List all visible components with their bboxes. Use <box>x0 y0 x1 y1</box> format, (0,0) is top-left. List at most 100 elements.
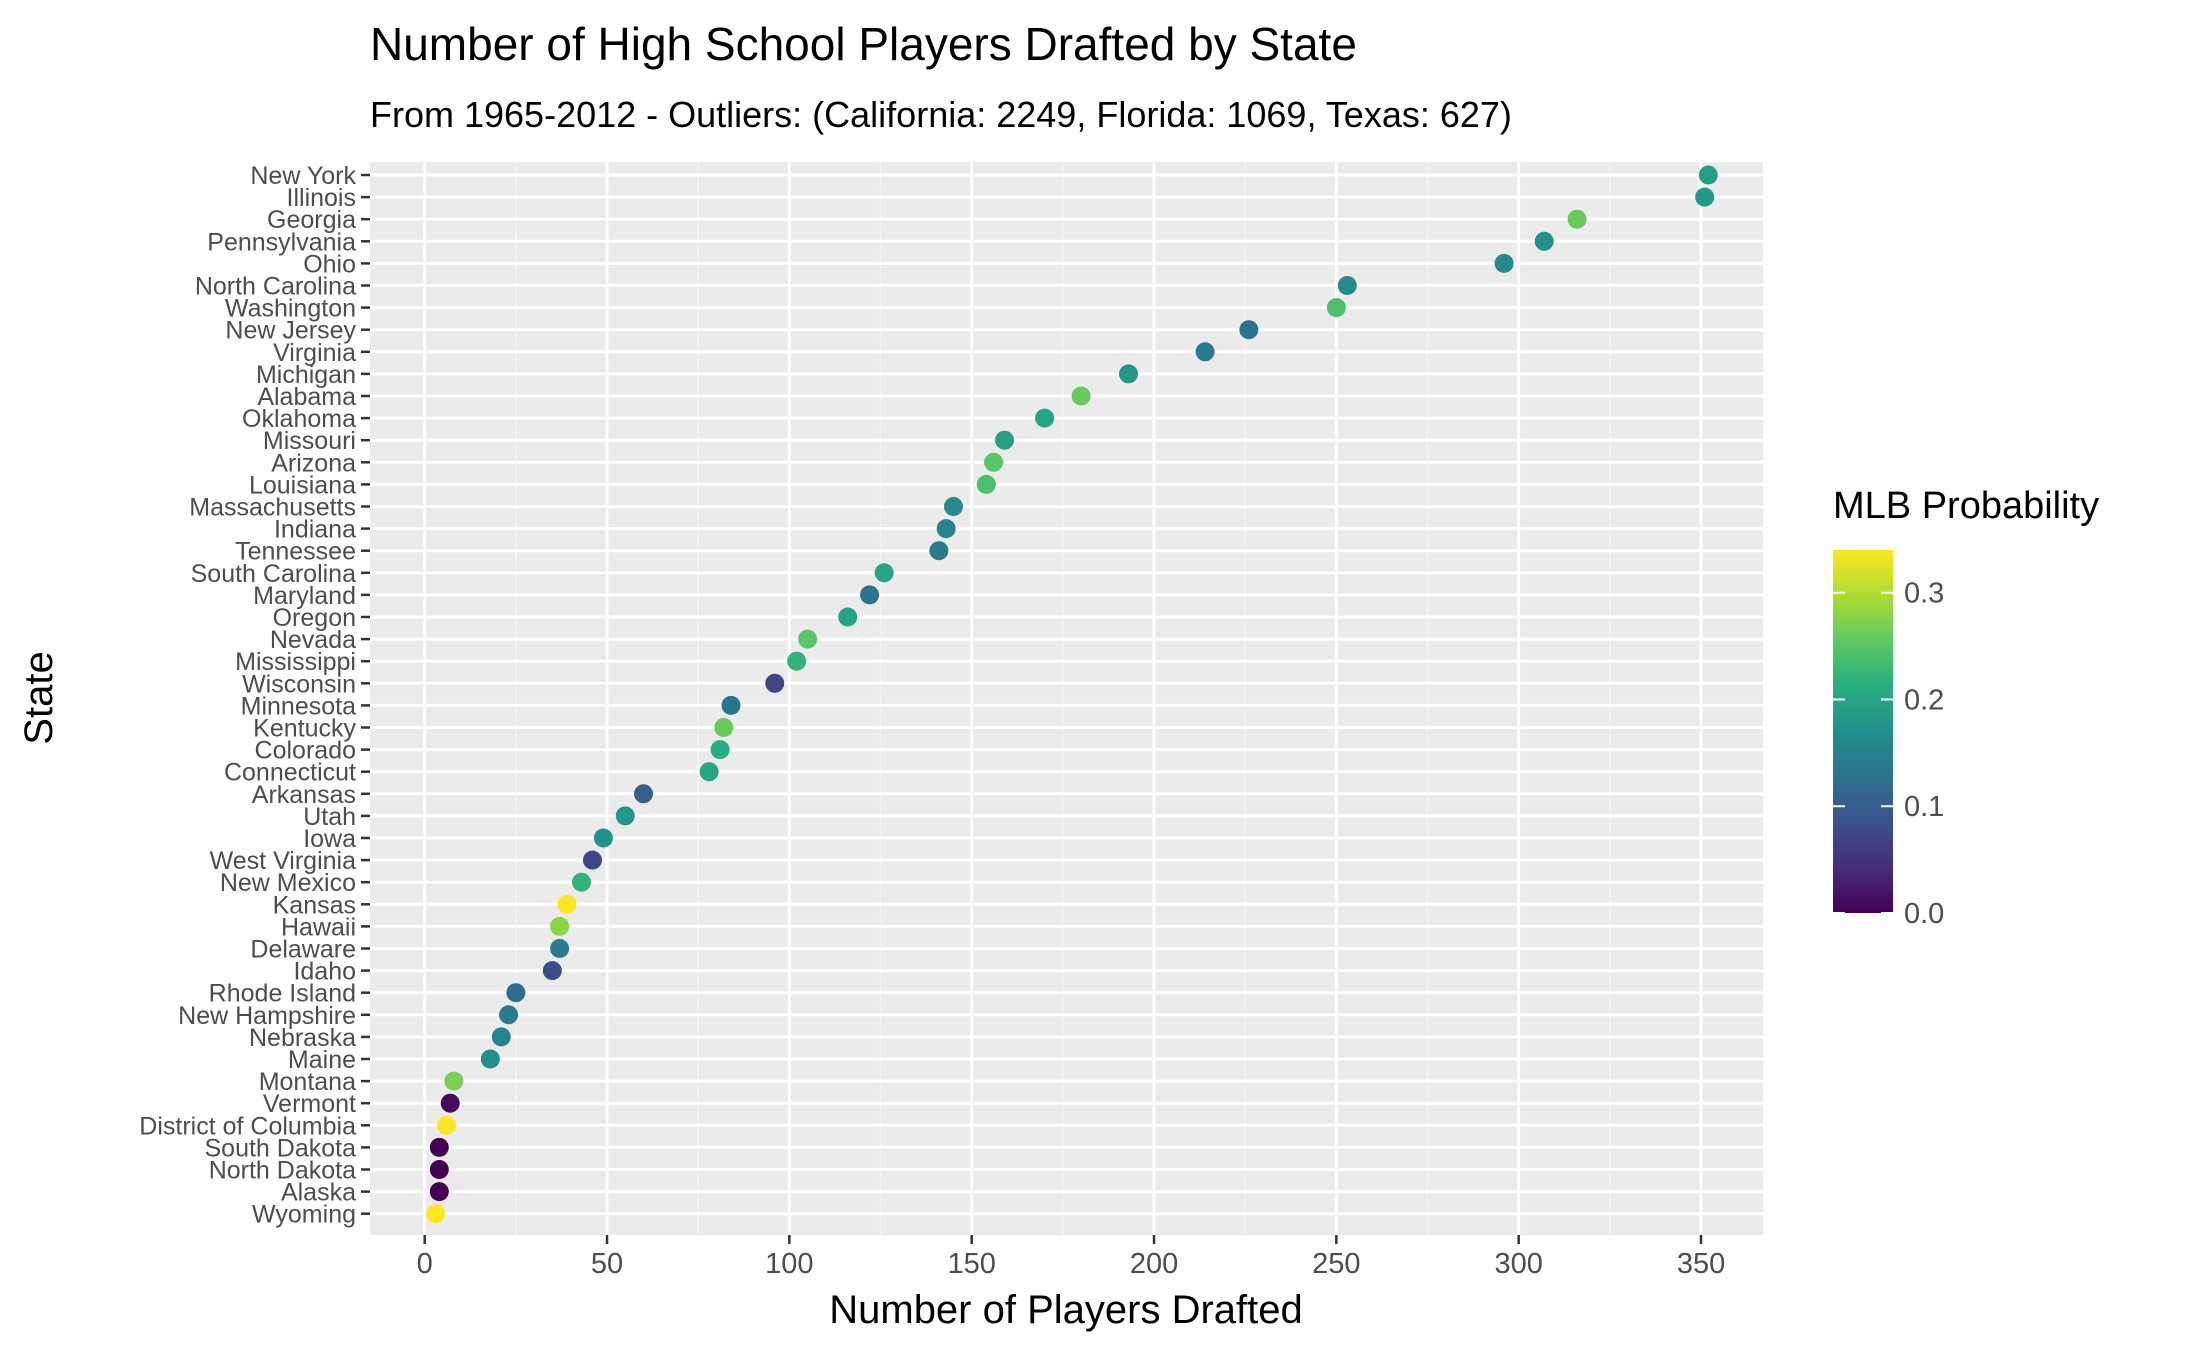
y-tick-label: Montana <box>259 1068 356 1096</box>
data-point <box>429 1160 449 1179</box>
x-tick-label: 200 <box>1130 1248 1178 1280</box>
y-tick-label: Alabama <box>257 383 356 411</box>
data-point <box>929 541 949 561</box>
y-tick-label: Connecticut <box>224 759 356 787</box>
y-tick-label: Wisconsin <box>242 670 356 698</box>
chart-title: Number of High School Players Drafted by… <box>370 18 1357 70</box>
y-tick-label: Maryland <box>253 582 356 610</box>
data-point <box>440 1093 460 1113</box>
y-tick-label: North Dakota <box>209 1157 356 1185</box>
y-tick-label: Kansas <box>273 891 356 919</box>
data-point <box>429 1182 449 1202</box>
data-point <box>699 762 719 782</box>
y-tick-label: Missouri <box>263 427 356 455</box>
y-tick-label: Nebraska <box>249 1024 356 1052</box>
data-point <box>1118 364 1138 384</box>
y-tick-label: District of Columbia <box>139 1112 356 1140</box>
data-point <box>557 894 577 914</box>
y-tick-label: Vermont <box>263 1090 356 1118</box>
y-tick-label: Tennessee <box>235 538 356 566</box>
y-tick-label: Pennsylvania <box>207 228 356 256</box>
y-tick-label: Rhode Island <box>209 980 356 1008</box>
data-point <box>721 695 741 715</box>
plot-panel <box>370 162 1763 1235</box>
data-point <box>550 939 570 958</box>
data-point <box>426 1204 446 1224</box>
y-tick-label: New Hampshire <box>178 1002 356 1030</box>
legend-tick-label: 0.2 <box>1904 684 1944 716</box>
data-point <box>995 430 1015 450</box>
data-point <box>1534 231 1554 251</box>
legend-colorbar <box>1833 550 1893 913</box>
y-tick-label: Oregon <box>273 604 356 632</box>
x-axis: 0 50 100 150 200 250 300 350 <box>417 1235 1725 1280</box>
legend-tick-label: 0.3 <box>1904 578 1944 610</box>
y-tick-label: South Dakota <box>205 1134 357 1162</box>
data-point <box>437 1115 457 1135</box>
y-tick-label: Wyoming <box>252 1201 356 1229</box>
y-tick-label: Delaware <box>250 936 356 964</box>
data-point <box>1326 298 1346 318</box>
y-tick-label: West Virginia <box>210 847 356 875</box>
data-point <box>491 1027 511 1047</box>
y-tick-label: Colorado <box>255 737 356 765</box>
grid-minor <box>515 162 1611 1235</box>
data-point <box>1698 165 1718 185</box>
data-point <box>542 961 562 981</box>
x-tick-label: 50 <box>591 1248 623 1280</box>
x-tick-label: 350 <box>1677 1248 1725 1280</box>
data-point <box>1567 209 1587 229</box>
legend-tick-label: 0.0 <box>1904 898 1944 930</box>
data-point <box>976 474 996 494</box>
y-tick-label: Louisiana <box>249 471 356 499</box>
y-tick-label: Indiana <box>274 516 356 544</box>
chart-subtitle: From 1965-2012 - Outliers: (California: … <box>370 94 1512 135</box>
y-tick-label: New Jersey <box>225 317 356 345</box>
legend-title: MLB Probability <box>1833 485 2099 527</box>
data-point <box>550 916 570 936</box>
y-tick-label: Minnesota <box>241 692 356 720</box>
data-point <box>874 563 894 583</box>
data-point <box>943 497 963 516</box>
data-point <box>838 607 858 627</box>
x-tick-label: 250 <box>1312 1248 1360 1280</box>
data-point <box>444 1071 464 1091</box>
data-point <box>1071 386 1091 406</box>
x-tick-label: 0 <box>417 1248 433 1280</box>
y-tick-label: Ohio <box>303 250 356 278</box>
data-point <box>1035 408 1055 428</box>
y-tick-label: Oklahoma <box>242 405 356 433</box>
y-tick-label: Illinois <box>287 184 356 212</box>
y-tick-label: Arkansas <box>252 781 356 809</box>
y-tick-label: Utah <box>303 803 356 831</box>
data-point <box>787 651 807 671</box>
y-tick-label: Kentucky <box>253 715 356 743</box>
y-tick-label: Iowa <box>303 825 356 853</box>
x-axis-title: Number of Players Drafted <box>829 1288 1303 1332</box>
data-point <box>593 828 613 848</box>
data-point <box>582 850 602 870</box>
legend-ticks: 0.0 0.1 0.2 0.3 <box>1833 578 1944 930</box>
x-tick-label: 300 <box>1494 1248 1542 1280</box>
x-tick-label: 100 <box>765 1248 813 1280</box>
x-tick-label: 150 <box>947 1248 995 1280</box>
y-tick-label: Georgia <box>267 206 356 234</box>
y-tick-label: Mississippi <box>235 648 356 676</box>
data-point <box>1337 276 1357 295</box>
y-tick-label: Massachusetts <box>189 494 356 522</box>
y-tick-label: New York <box>250 162 356 190</box>
y-tick-label: Maine <box>288 1046 356 1074</box>
y-tick-label: Arizona <box>271 449 356 477</box>
y-tick-label: Alaska <box>281 1179 356 1207</box>
data-point <box>984 452 1004 472</box>
data-point <box>1494 253 1514 273</box>
data-point <box>1239 320 1259 340</box>
data-point <box>499 1005 519 1025</box>
data-point <box>572 872 592 892</box>
y-axis-title: State <box>17 651 61 744</box>
y-tick-label: Nevada <box>270 626 356 654</box>
data-point <box>860 585 880 605</box>
y-tick-label: New Mexico <box>220 869 356 897</box>
